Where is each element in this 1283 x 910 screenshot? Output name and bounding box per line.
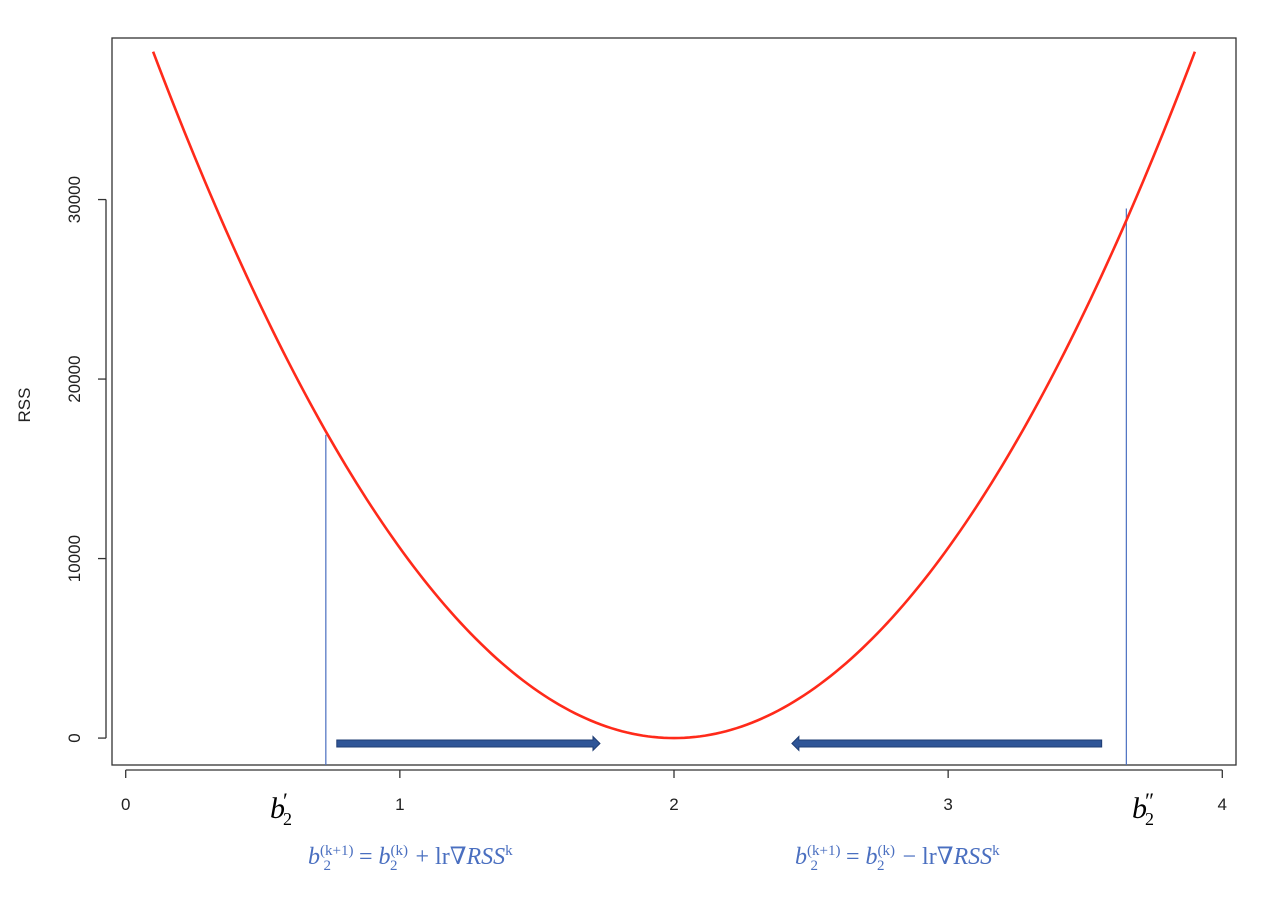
y-axis-label: RSS xyxy=(15,388,34,423)
update-formula-right: b(k+1)2 = b(k)2 − lr∇RSSk xyxy=(795,843,1000,874)
b-prime-label: b2′ xyxy=(270,788,292,829)
direction-arrows xyxy=(336,735,1103,752)
x-axis: 0 1 2 3 4 xyxy=(121,769,1227,814)
arrow-left xyxy=(791,735,1103,752)
x-tick-label: 0 xyxy=(121,795,130,814)
rss-curve xyxy=(151,51,1197,740)
curve-series xyxy=(151,51,1197,740)
x-tick-label: 1 xyxy=(395,795,404,814)
y-tick-label: 20000 xyxy=(65,355,84,402)
y-tick-label: 10000 xyxy=(65,535,84,582)
arrow-right xyxy=(336,735,601,752)
vertical-marker-lines xyxy=(325,208,1127,765)
x-tick-label: 2 xyxy=(669,795,678,814)
x-tick-label: 4 xyxy=(1218,795,1227,814)
b-double-prime-label: b2″ xyxy=(1132,788,1155,829)
y-axis: 0 10000 20000 30000 xyxy=(65,176,107,743)
y-tick-label: 30000 xyxy=(65,176,84,223)
plot-frame xyxy=(111,37,1237,766)
y-tick-label: 0 xyxy=(65,733,84,742)
x-tick-label: 3 xyxy=(943,795,952,814)
update-formula-left: b(k+1)2 = b(k)2 + lr∇RSSk xyxy=(308,843,513,874)
